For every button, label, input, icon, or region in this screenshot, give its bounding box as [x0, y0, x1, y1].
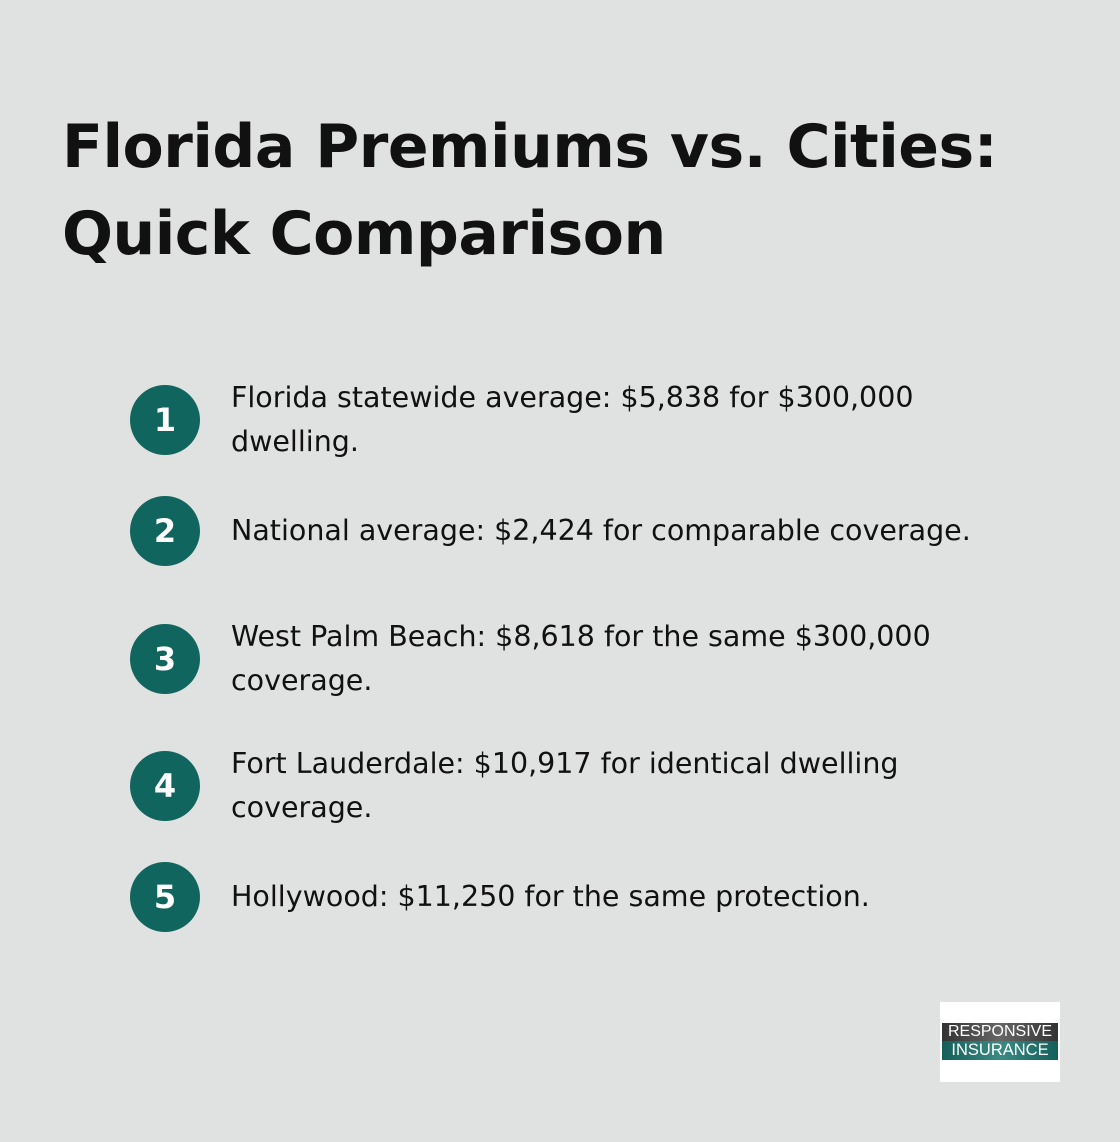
logo-line1: RESPONSIVE — [942, 1023, 1058, 1041]
number-badge: 5 — [130, 862, 200, 932]
number-badge: 2 — [130, 496, 200, 566]
number-badge: 1 — [130, 385, 200, 455]
page-title: Florida Premiums vs. Cities: Quick Compa… — [62, 112, 998, 269]
list-item: 2 National average: $2,424 for comparabl… — [130, 496, 1010, 566]
list-item: 3 West Palm Beach: $8,618 for the same $… — [130, 615, 1010, 703]
item-text: Florida statewide average: $5,838 for $3… — [231, 381, 914, 458]
item-text: National average: $2,424 for comparable … — [231, 514, 971, 547]
item-text: Hollywood: $11,250 for the same protecti… — [231, 880, 870, 913]
number-badge: 4 — [130, 751, 200, 821]
number-badge: 3 — [130, 624, 200, 694]
item-text: West Palm Beach: $8,618 for the same $30… — [231, 620, 931, 697]
responsive-insurance-logo: RESPONSIVE INSURANCE — [940, 1002, 1060, 1082]
logo-line2: INSURANCE — [942, 1041, 1058, 1060]
list-item: 4 Fort Lauderdale: $10,917 for identical… — [130, 742, 1010, 830]
item-text: Fort Lauderdale: $10,917 for identical d… — [231, 747, 899, 824]
list-item: 1 Florida statewide average: $5,838 for … — [130, 376, 1010, 464]
list-item: 5 Hollywood: $11,250 for the same protec… — [130, 862, 1010, 932]
